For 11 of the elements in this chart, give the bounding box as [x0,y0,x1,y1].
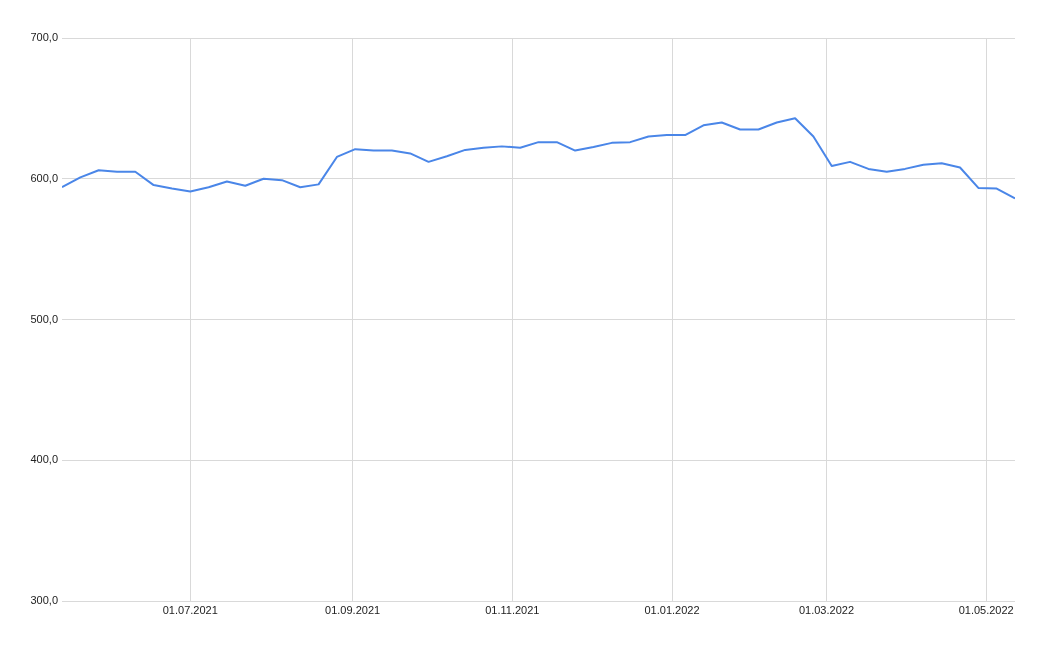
x-tick-label: 01.05.2022 [958,603,1014,616]
x-tick-label: 01.01.2022 [644,603,700,616]
y-tick-label: 600,0 [30,171,58,184]
x-tick-label: 01.09.2021 [325,603,381,616]
x-tick-label: 01.03.2022 [798,603,855,616]
y-tick-label: 300,0 [30,594,58,607]
y-tick-label: 500,0 [30,312,58,325]
y-tick-label: 700,0 [30,31,58,44]
y-tick-label: 400,0 [30,453,58,466]
x-tick-label: 01.07.2021 [162,603,218,616]
x-tick-label: 01.11.2021 [485,603,540,616]
